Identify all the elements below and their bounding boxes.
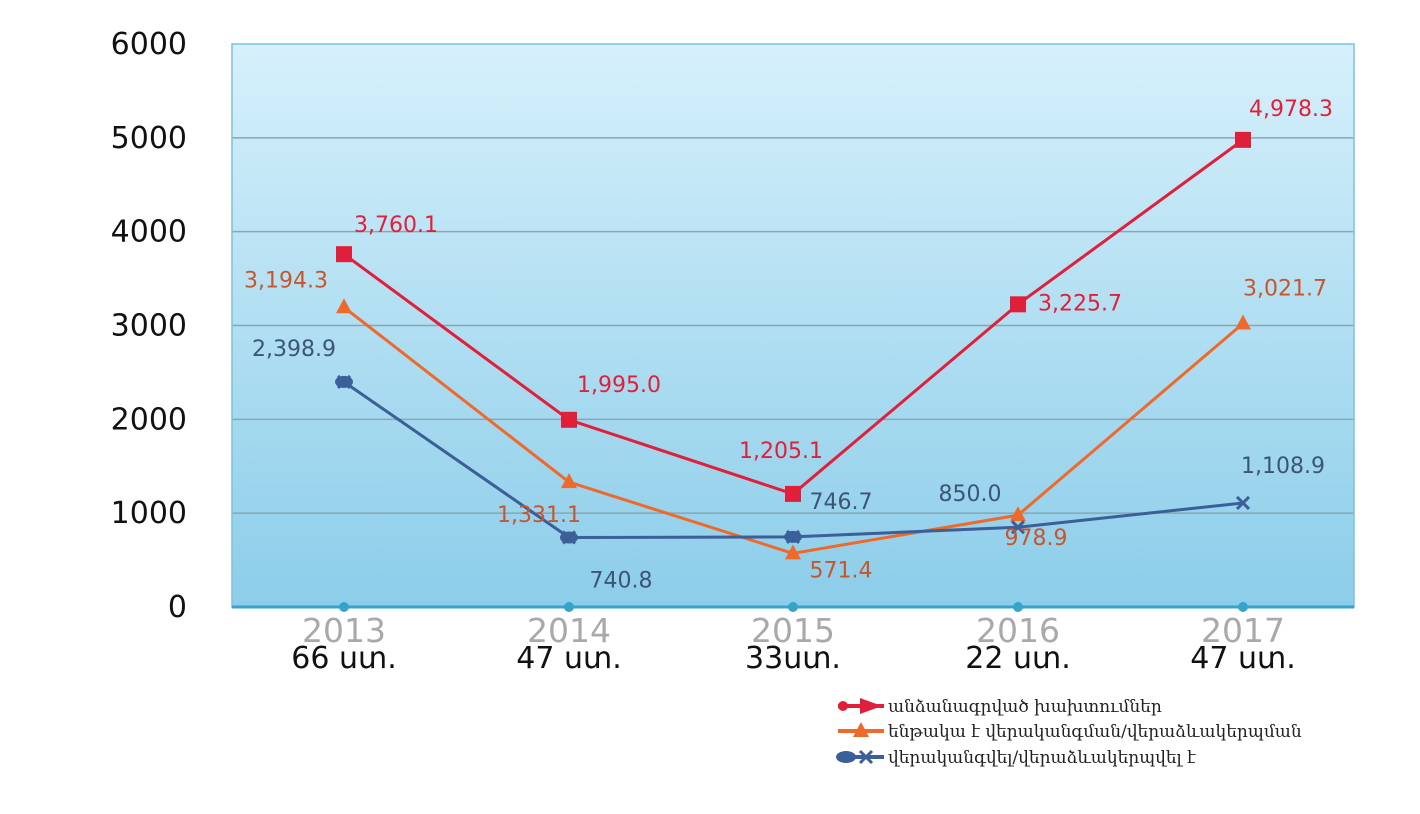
data-point	[1010, 296, 1026, 313]
data-label: 4,978.3	[1249, 97, 1333, 122]
y-tick-label: 3000	[111, 309, 187, 344]
data-label: 1,205.1	[739, 439, 823, 464]
legend-label: անձանագրված խախտումներ	[888, 697, 1162, 717]
data-point	[1235, 131, 1251, 148]
data-point	[336, 246, 352, 263]
data-point-cap	[560, 531, 578, 544]
x-tick-sublabel: 66 ստ.	[291, 641, 396, 676]
data-point	[1235, 314, 1251, 330]
data-label: 850.0	[939, 482, 1002, 507]
data-label: 1,995.0	[577, 373, 661, 398]
data-point-cap	[784, 530, 802, 543]
y-tick-label: 4000	[111, 215, 187, 250]
data-label: 1,108.9	[1241, 454, 1325, 479]
data-label: 3,194.3	[244, 268, 328, 293]
data-point	[1010, 506, 1026, 522]
data-point	[561, 473, 577, 489]
data-point	[785, 544, 801, 560]
x-tick-label: 2015	[751, 611, 835, 650]
data-label: 1,331.1	[497, 503, 581, 528]
x-axis-marker	[339, 602, 349, 612]
y-tick-label: 5000	[111, 121, 187, 156]
data-point	[561, 411, 577, 428]
data-point	[785, 485, 801, 502]
x-tick-sublabel: 47 ստ.	[1190, 641, 1295, 676]
x-tick-label: 2013	[302, 611, 386, 650]
data-label: 978.9	[1005, 526, 1068, 551]
data-point-cap	[335, 375, 353, 388]
data-point	[1010, 520, 1026, 535]
y-tick-label: 2000	[111, 402, 187, 437]
legend-label: ենթակա է վերականգման/վերաձևակերպման	[888, 722, 1302, 742]
data-label: 3,021.7	[1243, 276, 1327, 301]
data-point	[1235, 495, 1251, 511]
legend-label: վերականգվել/վերաձևակերպվել է	[888, 748, 1196, 768]
x-axis-marker	[564, 602, 574, 612]
y-tick-label: 0	[168, 590, 187, 625]
data-label: 746.7	[810, 490, 873, 515]
x-tick-sublabel: 47 ստ.	[516, 641, 621, 676]
y-tick-label: 6000	[111, 27, 187, 62]
legend-marker	[853, 722, 869, 737]
legend-marker	[836, 751, 856, 763]
data-label: 3,225.7	[1038, 291, 1122, 316]
legend-marker	[860, 698, 882, 714]
x-tick-sublabel: 22 ստ.	[965, 641, 1070, 676]
data-label: 571.4	[810, 558, 873, 583]
data-label: 3,760.1	[354, 213, 438, 238]
x-tick-label: 2016	[976, 611, 1060, 650]
x-tick-label: 2017	[1201, 611, 1285, 650]
y-tick-label: 1000	[111, 496, 187, 531]
data-point	[336, 298, 352, 314]
x-axis-marker	[1238, 602, 1248, 612]
data-label: 2,398.9	[252, 337, 336, 362]
x-tick-label: 2014	[527, 611, 611, 650]
data-label: 740.8	[590, 568, 653, 593]
x-axis-marker	[788, 602, 798, 612]
x-tick-sublabel: 33ստ.	[745, 641, 841, 676]
x-axis-marker	[1013, 602, 1023, 612]
